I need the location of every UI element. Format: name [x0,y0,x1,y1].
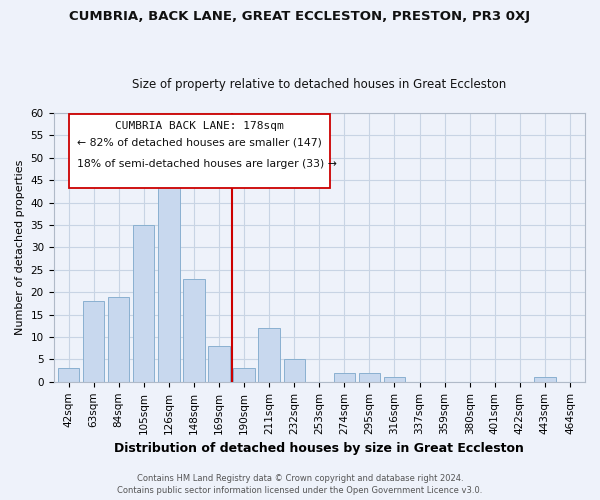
Title: Size of property relative to detached houses in Great Eccleston: Size of property relative to detached ho… [132,78,506,91]
Text: Contains HM Land Registry data © Crown copyright and database right 2024.
Contai: Contains HM Land Registry data © Crown c… [118,474,482,495]
Bar [284,360,305,382]
Bar [58,368,79,382]
Bar [158,167,179,382]
FancyBboxPatch shape [70,114,330,188]
Bar [208,346,230,382]
Bar [334,373,355,382]
Bar [259,328,280,382]
Text: ← 82% of detached houses are smaller (147): ← 82% of detached houses are smaller (14… [77,137,322,147]
Bar [359,373,380,382]
X-axis label: Distribution of detached houses by size in Great Eccleston: Distribution of detached houses by size … [115,442,524,455]
Bar [133,225,154,382]
Bar [384,378,405,382]
Bar [183,279,205,382]
Text: 18% of semi-detached houses are larger (33) →: 18% of semi-detached houses are larger (… [77,158,337,168]
Bar [534,378,556,382]
Text: CUMBRIA, BACK LANE, GREAT ECCLESTON, PRESTON, PR3 0XJ: CUMBRIA, BACK LANE, GREAT ECCLESTON, PRE… [70,10,530,23]
Y-axis label: Number of detached properties: Number of detached properties [15,160,25,335]
Bar [108,296,130,382]
Text: CUMBRIA BACK LANE: 178sqm: CUMBRIA BACK LANE: 178sqm [115,121,284,131]
Bar [233,368,255,382]
Bar [83,301,104,382]
